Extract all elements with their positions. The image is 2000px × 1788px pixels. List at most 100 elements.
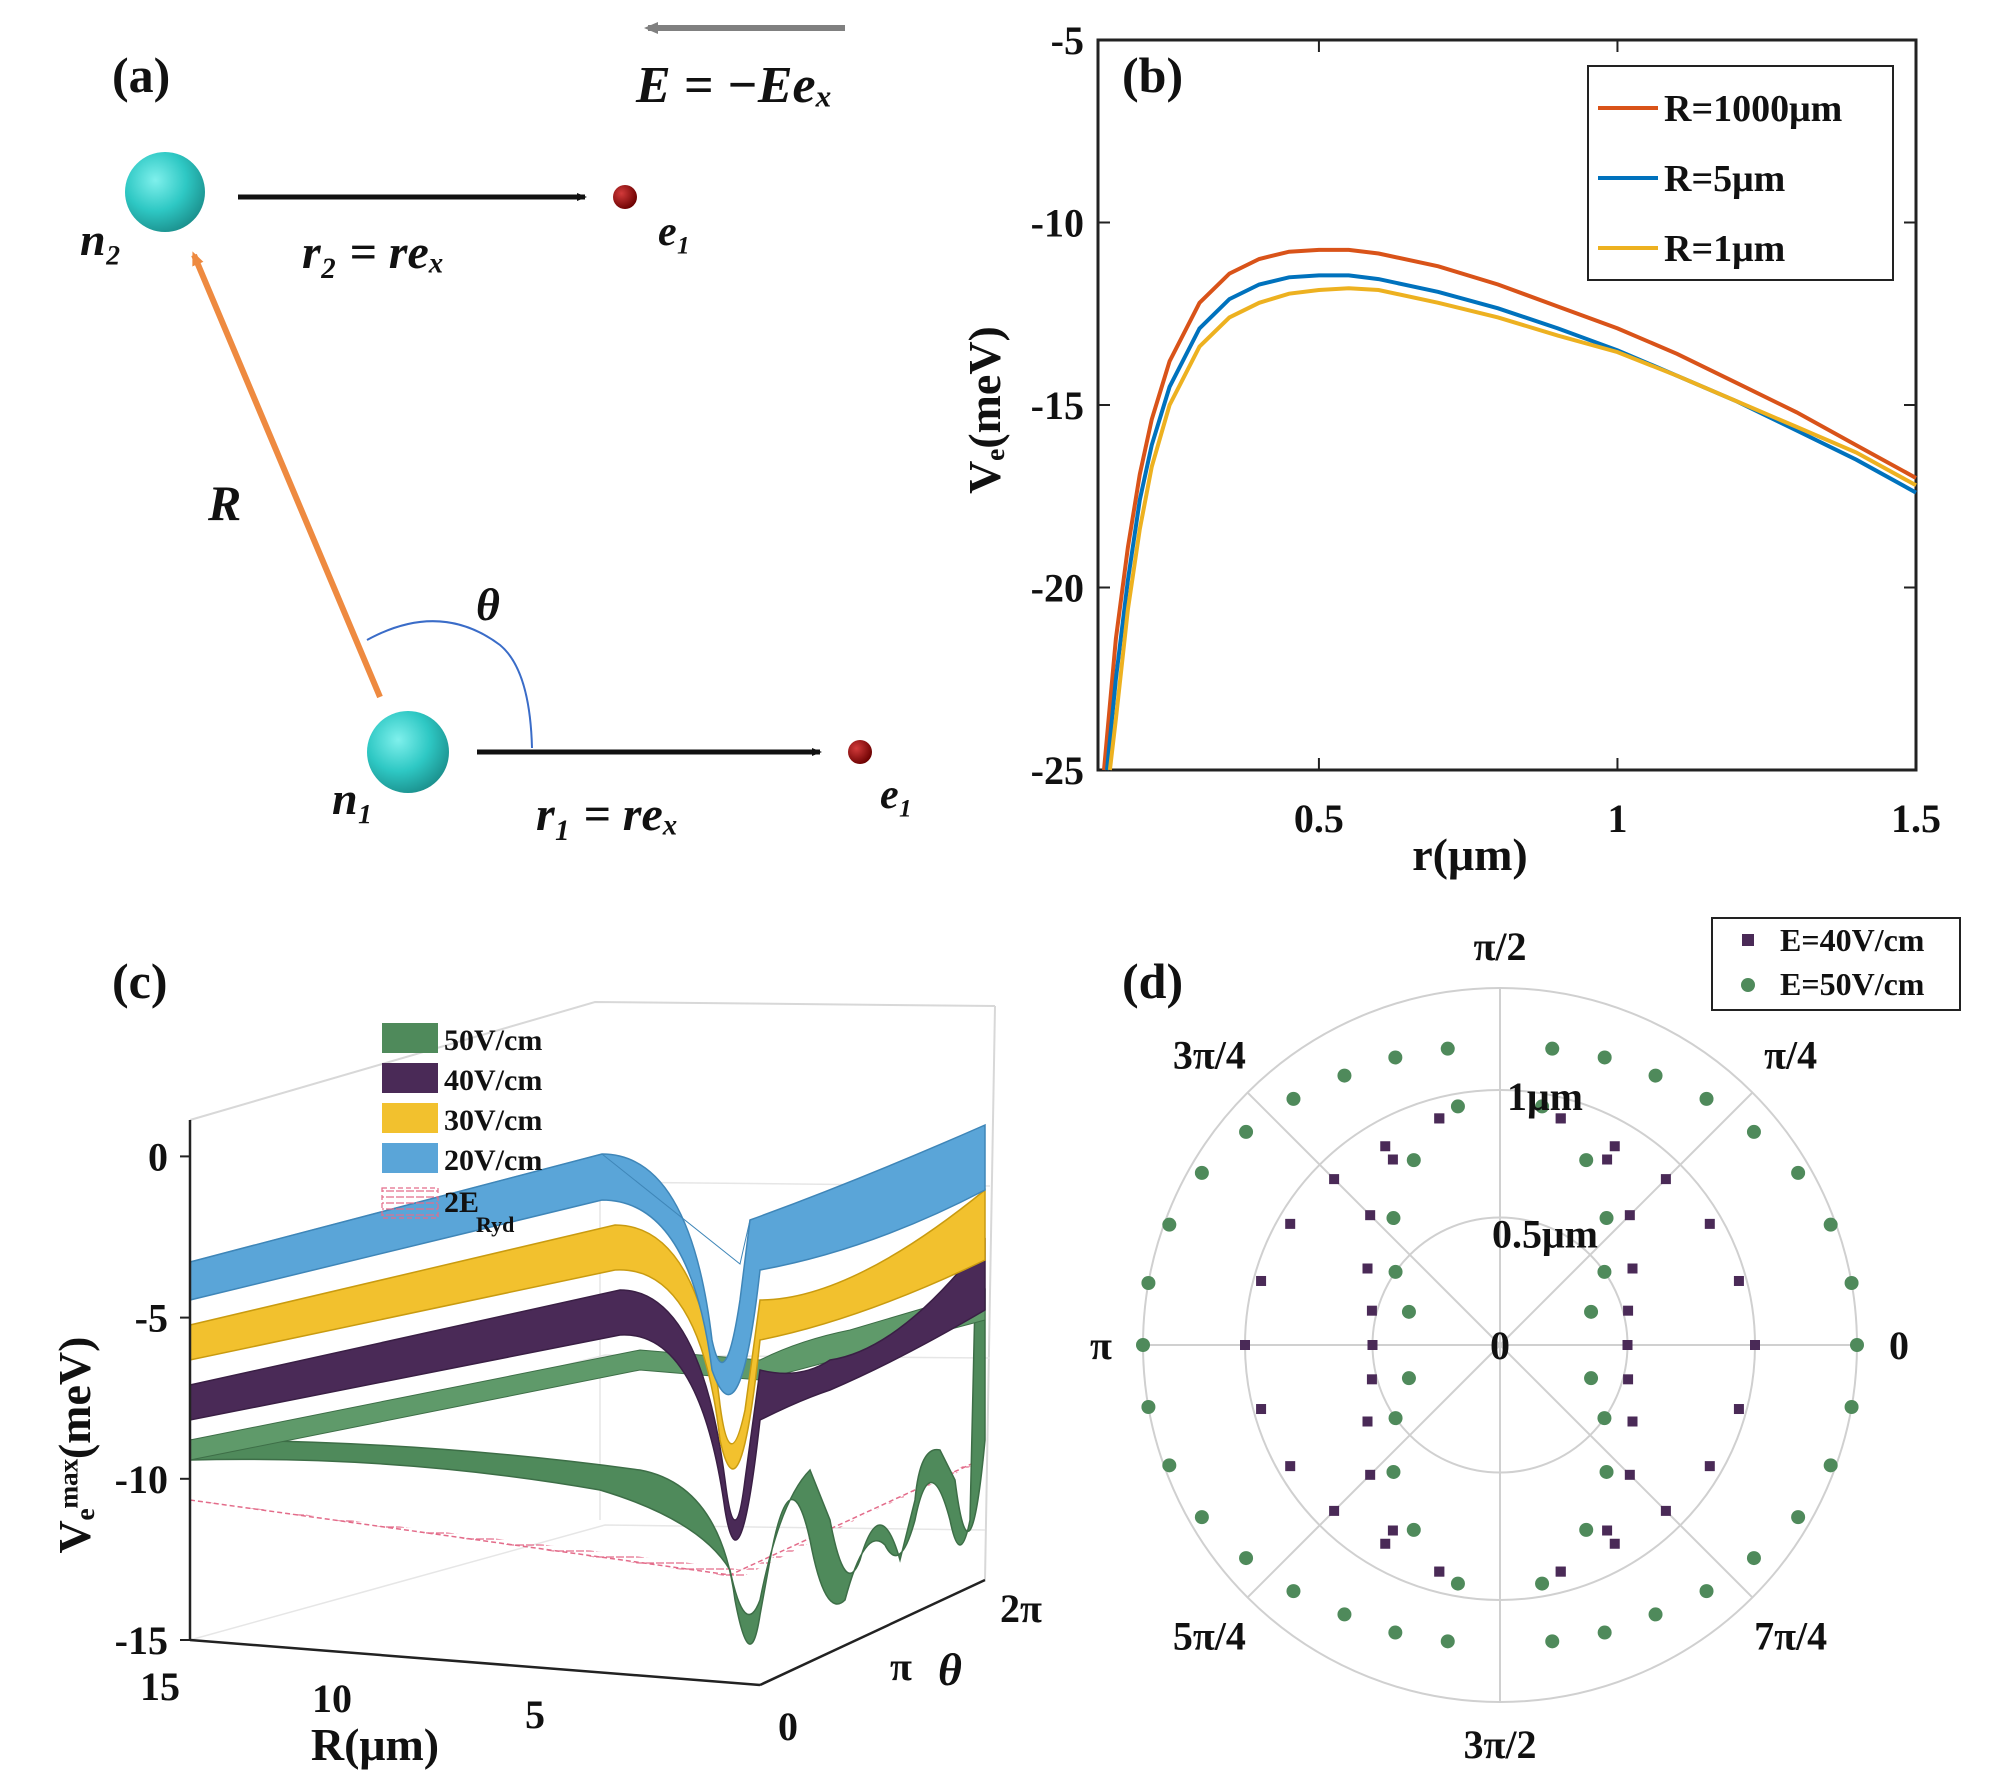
polar-point-e40	[1555, 1566, 1566, 1577]
plot-c-ylabel: Vₑᵐᵃˣ(meV)	[49, 1337, 100, 1554]
polar-point-e50	[1388, 1625, 1403, 1640]
legend-label-e50: E=50V/cm	[1780, 966, 1925, 1002]
polar-point-e40	[1387, 1154, 1398, 1165]
polar-point-e50	[1162, 1458, 1177, 1473]
series-line	[1107, 286, 1917, 771]
polar-point-e50	[1535, 1576, 1550, 1591]
plot-c-theta-label: θ	[938, 1644, 962, 1695]
polar-point-e50	[1545, 1634, 1560, 1649]
plot-c-xlabel: R(μm)	[311, 1719, 439, 1770]
plot-b-xtick-label: 1	[1607, 796, 1627, 841]
polar-point-e50	[1450, 1576, 1465, 1591]
plot-c-thetatick-0: 0	[778, 1704, 798, 1749]
polar-radial-label: 1μm	[1507, 1074, 1583, 1119]
polar-point-e50	[1844, 1276, 1859, 1291]
polar-point-e50	[1388, 1411, 1403, 1426]
polar-point-e40	[1660, 1505, 1671, 1516]
surface-2eryd	[190, 1455, 985, 1578]
polar-point-e50	[1388, 1050, 1403, 1065]
electron-bottom	[848, 740, 872, 764]
polar-point-e40	[1624, 1210, 1635, 1221]
series-line	[1102, 247, 1917, 771]
polar-point-e40	[1602, 1154, 1613, 1165]
r1-label: r₁ = reₓ	[536, 788, 679, 841]
legend-marker-40vcm	[1742, 934, 1754, 946]
plot-b-ytick-label: -20	[1031, 566, 1084, 611]
legend-swatch-40vcm	[382, 1063, 438, 1093]
theta-arc	[366, 620, 533, 749]
polar-point-e40	[1602, 1525, 1613, 1536]
polar-point-e40	[1627, 1416, 1638, 1427]
polar-point-e50	[1791, 1165, 1806, 1180]
plot-c-z-ticks: 0 -5 -10 -15	[115, 1134, 190, 1663]
polar-point-e50	[1450, 1099, 1465, 1114]
polar-point-e40	[1362, 1416, 1373, 1427]
electron-bottom-label: e₁	[880, 772, 913, 818]
legend-label-r5: R=5μm	[1664, 158, 1785, 200]
polar-point-e50	[1648, 1607, 1663, 1622]
polar-points	[1136, 1041, 1864, 1649]
plot-c-ztick-label: -5	[135, 1296, 168, 1341]
polar-angle-label: 3π/2	[1463, 1722, 1536, 1767]
plot-b-ytick-label: -10	[1031, 201, 1084, 246]
atom-n1	[367, 711, 449, 793]
polar-point-e50	[1599, 1464, 1614, 1479]
polar-point-e50	[1136, 1338, 1150, 1352]
field-equation: E = −Eeₓ	[635, 57, 833, 114]
polar-point-e50	[1850, 1338, 1864, 1352]
legend-label-40vcm: 40V/cm	[444, 1064, 542, 1097]
polar-point-e50	[1597, 1264, 1612, 1279]
polar-point-e40	[1622, 1340, 1633, 1350]
plot-c-rtick-10: 10	[312, 1676, 352, 1721]
polar-point-e50	[1823, 1458, 1838, 1473]
electron-top-label: e₁	[658, 209, 691, 255]
polar-point-e40	[1624, 1469, 1635, 1480]
polar-point-e40	[1609, 1538, 1620, 1549]
plot-b-ytick-label: -15	[1031, 383, 1084, 428]
panel-d: (d) 0 π/4 π/2 3π/4 π 5π/4 3π/2 7π/4 0 0.5μm 1μm E=…	[1090, 917, 1961, 1767]
plot-c-ztick-label: -10	[115, 1457, 168, 1502]
panel-c: (c) 0 -5 -10 -15 Vₑᵐᵃˣ(meV) 15 10 5 R(μm) 0…	[49, 953, 1042, 1770]
polar-point-e40	[1733, 1404, 1744, 1415]
polar-point-e40	[1750, 1340, 1760, 1350]
plot-b-xtick-label: 1.5	[1891, 796, 1941, 841]
plot-c-r-axis	[189, 1638, 761, 1687]
legend-label-2eryd-sub: Ryd	[476, 1212, 514, 1237]
legend-label-20vcm: 20V/cm	[444, 1144, 542, 1177]
polar-point-e50	[1194, 1510, 1209, 1525]
plot-c-thetatick-pi: π	[890, 1644, 912, 1689]
plot-b-ytick-label: -25	[1031, 748, 1084, 793]
polar-point-e50	[1141, 1399, 1156, 1414]
atom-n1-label: n₁	[332, 773, 374, 824]
polar-point-e50	[1386, 1464, 1401, 1479]
legend-swatch-2eryd	[381, 1187, 439, 1219]
surface-50vcm	[189, 1288, 986, 1645]
surface-40vcm	[189, 1237, 986, 1541]
polar-point-e40	[1627, 1263, 1638, 1274]
polar-point-e40	[1380, 1141, 1391, 1152]
polar-point-e50	[1584, 1304, 1599, 1319]
polar-point-e50	[1579, 1153, 1594, 1168]
polar-point-e40	[1366, 1374, 1377, 1385]
polar-point-e40	[1285, 1461, 1296, 1472]
atom-n2-label: n₂	[80, 214, 122, 265]
plot-c-ztick-label: -15	[115, 1618, 168, 1663]
polar-point-e40	[1366, 1305, 1377, 1316]
surface-20vcm	[189, 1123, 986, 1396]
polar-point-e40	[1285, 1218, 1296, 1229]
r2-label: r₂ = reₓ	[302, 226, 445, 279]
polar-point-e40	[1704, 1461, 1715, 1472]
polar-point-e40	[1733, 1275, 1744, 1286]
polar-radial-label: 0	[1490, 1323, 1510, 1368]
polar-point-e50	[1597, 1050, 1612, 1065]
polar-point-e40	[1329, 1505, 1340, 1516]
polar-point-e40	[1362, 1263, 1373, 1274]
polar-point-e40	[1387, 1525, 1398, 1536]
panel-c-label: (c)	[112, 953, 168, 1009]
panel-a: (a) E = −Eeₓ n₂ e₁ r₂ = reₓ R θ n₁ e₁ r₁…	[80, 22, 913, 841]
polar-point-e50	[1239, 1551, 1254, 1566]
panel-a-label: (a)	[112, 47, 170, 103]
polar-point-e50	[1337, 1607, 1352, 1622]
legend-label-r1: R=1μm	[1664, 228, 1785, 270]
